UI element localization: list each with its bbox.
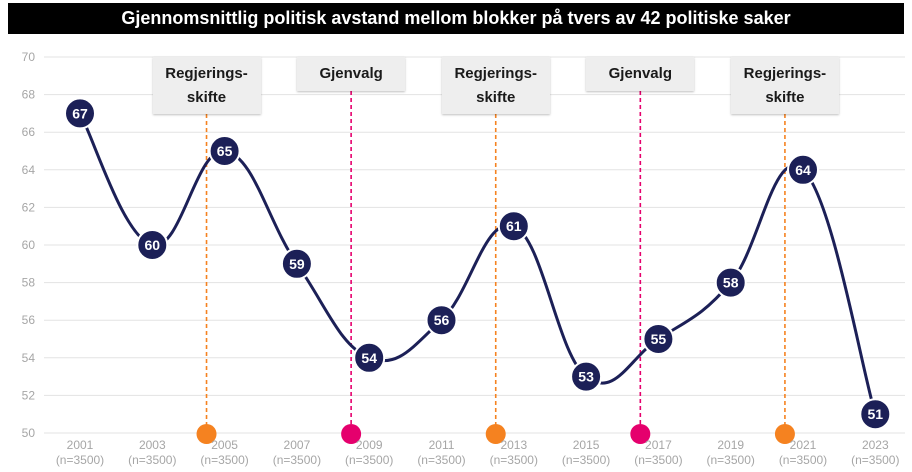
y-tick-label: 56 xyxy=(22,313,36,327)
x-tick-sublabel: (n=3500) xyxy=(490,453,538,467)
x-tick-sublabel: (n=3500) xyxy=(56,453,104,467)
x-tick-label: 2015 xyxy=(573,438,600,452)
y-tick-label: 70 xyxy=(22,50,36,64)
data-point xyxy=(570,360,603,393)
data-label: 51 xyxy=(868,406,884,422)
chart-title: Gjennomsnittlig politisk avstand mellom … xyxy=(8,3,904,34)
x-tick-sublabel: (n=3500) xyxy=(779,453,827,467)
data-label: 60 xyxy=(145,237,161,253)
data-label: 54 xyxy=(361,350,377,366)
y-tick-label: 62 xyxy=(22,200,36,214)
data-label: 67 xyxy=(72,105,88,121)
x-tick-label: 2019 xyxy=(717,438,744,452)
x-tick-sublabel: (n=3500) xyxy=(200,453,248,467)
y-tick-label: 60 xyxy=(22,238,36,252)
data-label: 53 xyxy=(578,369,594,385)
data-point xyxy=(136,229,169,261)
data-point xyxy=(353,341,386,374)
x-tick-sublabel: (n=3500) xyxy=(851,453,899,467)
x-axis: 2001(n=3500)2003(n=3500)2005(n=3500)2007… xyxy=(56,438,900,467)
annotation-marker xyxy=(196,424,217,444)
series-line xyxy=(78,112,877,415)
y-axis: 50 52 54 56 58 60 62 64 66 68 70 xyxy=(22,50,36,440)
data-label: 64 xyxy=(795,162,811,178)
annotation-lines xyxy=(196,91,795,444)
data-point xyxy=(714,266,747,299)
x-tick-label: 2013 xyxy=(500,438,527,452)
y-tick-label: 58 xyxy=(22,276,36,290)
x-tick-sublabel: (n=3500) xyxy=(128,453,176,467)
x-tick-label: 2009 xyxy=(356,438,383,452)
data-label: 58 xyxy=(723,275,739,291)
data-point xyxy=(64,97,96,130)
annotation-label: Regjerings- skifte xyxy=(730,57,839,114)
x-tick-sublabel: (n=3500) xyxy=(417,453,465,467)
x-tick-label: 2021 xyxy=(790,438,817,452)
data-point xyxy=(642,323,675,355)
y-tick-label: 50 xyxy=(22,426,36,440)
y-tick-label: 54 xyxy=(22,351,36,365)
x-tick-sublabel: (n=3500) xyxy=(345,453,393,467)
x-tick-sublabel: (n=3500) xyxy=(634,453,682,467)
x-tick-label: 2001 xyxy=(67,438,94,452)
x-tick-label: 2007 xyxy=(284,438,311,452)
data-point xyxy=(280,247,313,280)
y-tick-label: 64 xyxy=(22,163,36,177)
annotation-marker xyxy=(630,424,651,444)
x-tick-label: 2011 xyxy=(429,438,455,452)
annotation-label: Gjenvalg xyxy=(586,57,695,91)
data-label: 61 xyxy=(506,218,522,234)
x-tick-label: 2023 xyxy=(862,438,889,452)
data-label: 65 xyxy=(217,143,233,159)
data-point xyxy=(208,135,241,167)
data-point xyxy=(497,210,530,243)
x-tick-label: 2017 xyxy=(645,438,672,452)
x-tick-label: 2003 xyxy=(139,438,166,452)
x-tick-label: 2005 xyxy=(211,438,238,452)
data-label: 59 xyxy=(289,256,305,272)
annotation-marker xyxy=(341,424,362,444)
data-label: 55 xyxy=(651,331,667,347)
data-label: 56 xyxy=(434,312,450,328)
annotation-label: Gjenvalg xyxy=(297,57,406,91)
annotation-label: Regjerings- skifte xyxy=(441,57,550,114)
x-tick-sublabel: (n=3500) xyxy=(273,453,321,467)
annotation-label: Regjerings- skifte xyxy=(152,57,261,114)
annotation-marker xyxy=(485,424,506,444)
y-tick-label: 68 xyxy=(22,88,36,102)
x-tick-sublabel: (n=3500) xyxy=(707,453,755,467)
y-tick-label: 52 xyxy=(22,388,36,402)
data-markers: 67 60 65 59 54 56 61 53 55 58 64 51 xyxy=(64,97,892,431)
data-point xyxy=(425,304,458,337)
data-point xyxy=(787,153,819,186)
data-point xyxy=(859,398,892,431)
annotation-marker xyxy=(774,424,795,444)
y-tick-label: 66 xyxy=(22,125,36,139)
x-tick-sublabel: (n=3500) xyxy=(562,453,610,467)
series-line-path xyxy=(78,112,877,415)
